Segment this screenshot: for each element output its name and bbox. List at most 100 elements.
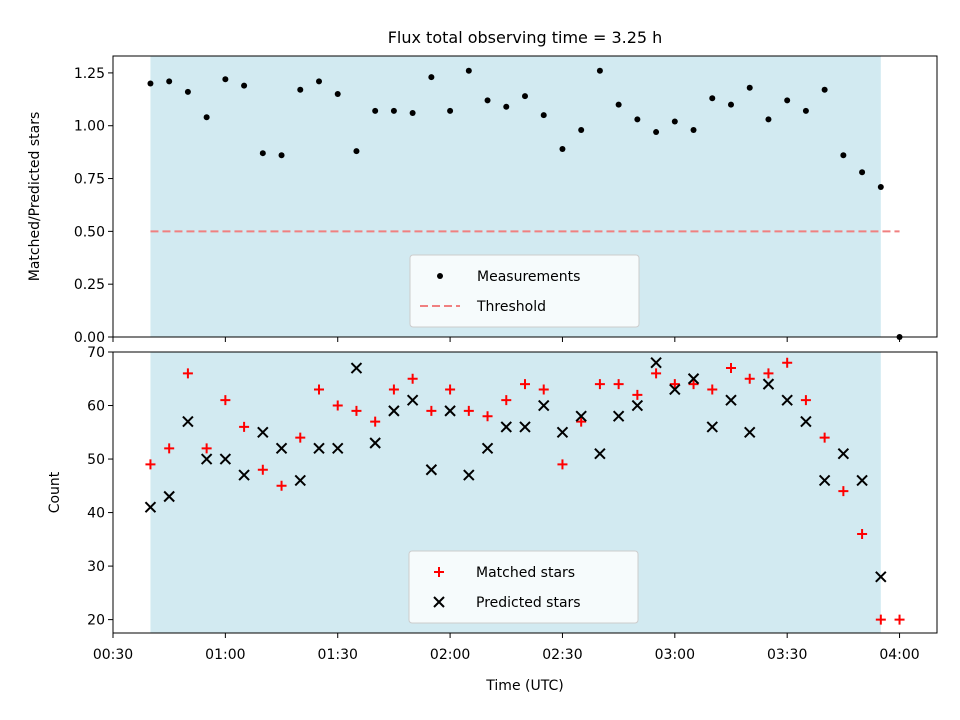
matched-star-point: [857, 528, 868, 539]
measurement-point: [297, 86, 304, 93]
matched-star-point: [744, 373, 755, 384]
bottom-panel: 20 30 40 50 60 70 00:30 01:00 01:30 02:00 02:30 03:…: [47, 345, 938, 694]
matched-star-point: [482, 411, 493, 422]
matched-star-point: [388, 384, 399, 395]
legend-marker-x: [433, 596, 445, 608]
legend-box: [409, 254, 640, 328]
measurement-point: [877, 183, 884, 190]
predicted-star-point: [706, 421, 718, 433]
predicted-star-point: [144, 501, 157, 513]
predicted-star-point: [313, 442, 325, 455]
predicted-star-point: [219, 453, 232, 465]
y-tick-label: 0.75: [74, 172, 105, 188]
measurement-point: [222, 76, 229, 83]
measurement-point: [784, 97, 791, 104]
matched-star-point: [594, 379, 605, 390]
matched-star-point: [819, 432, 830, 443]
legend-label: Predicted stars: [476, 595, 581, 611]
y-tick-label: 30: [87, 559, 105, 575]
predicted-star-point: [406, 394, 419, 406]
measurement-point: [353, 148, 360, 155]
predicted-star-point: [650, 356, 662, 369]
measurement-point: [690, 126, 697, 133]
measurement-point: [671, 118, 678, 125]
matched-star-point: [276, 480, 287, 491]
matched-star-point: [800, 395, 811, 406]
x-tick-label: 02:00: [430, 647, 470, 663]
matched-star-point: [875, 614, 886, 625]
y-tick-label: 1.25: [74, 66, 105, 82]
predicted-star-point: [669, 383, 681, 396]
matched-star-point: [314, 384, 324, 395]
matched-star-point: [894, 614, 905, 625]
matched-star-point: [838, 486, 849, 497]
measurement-point: [821, 86, 828, 93]
x-tick-label: 01:00: [205, 647, 245, 663]
measurement-point: [615, 101, 622, 108]
predicted-star-point: [182, 415, 194, 428]
measurement-point: [166, 78, 173, 85]
matched-star-point: [426, 405, 437, 416]
measurement-point: [184, 88, 191, 95]
measurement-point: [390, 107, 397, 114]
measurement-point: [840, 152, 847, 159]
predicted-star-point: [275, 442, 288, 455]
predicted-star-point: [762, 378, 775, 390]
x-tick-label: 00:30: [93, 647, 133, 663]
y-tick-label: 0.00: [74, 330, 105, 346]
measurement-point: [728, 101, 734, 108]
predicted-star-point: [725, 394, 737, 406]
measurement-point: [896, 334, 903, 340]
measurement-point: [802, 107, 809, 114]
measurement-point: [278, 152, 285, 159]
predicted-star-point: [238, 469, 250, 481]
measurement-point: [634, 116, 641, 123]
x-tick-label: 03:00: [655, 647, 695, 663]
measurement-point: [259, 150, 266, 157]
measurement-point: [465, 67, 472, 74]
predicted-star-point: [369, 437, 381, 449]
y-tick-label: 50: [87, 452, 105, 468]
matched-star-point: [501, 395, 512, 406]
matched-star-point: [557, 459, 568, 470]
top-panel: 0.00 0.25 0.50 0.75 1.00 1.25 Matched/Predicte…: [27, 55, 938, 346]
predicted-star-point: [687, 373, 700, 385]
predicted-star-point: [163, 490, 175, 503]
predicted-star-point: [519, 421, 531, 433]
measurement-point: [859, 169, 866, 176]
y-tick-label: 70: [87, 345, 105, 361]
y-tick-label: 60: [87, 399, 105, 415]
matched-star-point: [538, 384, 549, 395]
measurement-point: [409, 110, 416, 117]
measurement-point: [709, 95, 716, 102]
axes-frame: [112, 351, 938, 634]
x-tick-label: 01:30: [318, 647, 358, 663]
matched-star-point: [145, 459, 156, 470]
measurement-point: [428, 74, 435, 81]
legend: Measurements Threshold: [409, 254, 640, 328]
predicted-star-point: [781, 394, 793, 406]
measurement-point: [596, 67, 603, 74]
predicted-star-point: [594, 447, 606, 460]
x-axis-label: Time (UTC): [485, 678, 563, 694]
predicted-star-point: [556, 426, 569, 438]
matched-star-point: [632, 389, 643, 400]
matched-star-point: [332, 400, 343, 411]
matched-star-point: [351, 405, 362, 416]
measurement-point: [316, 78, 322, 85]
matched-star-point: [651, 368, 662, 379]
predicted-star-point: [875, 571, 887, 583]
y-axis-label: Matched/Predicted stars: [27, 112, 43, 282]
matched-star-point: [201, 443, 212, 454]
axes-frame: [112, 55, 938, 338]
matched-star-point: [688, 379, 699, 390]
matched-star-point: [257, 464, 268, 475]
legend-box: [408, 550, 639, 624]
predicted-star-point: [818, 474, 831, 487]
x-tick-label: 04:00: [879, 647, 919, 663]
matched-star-point: [445, 384, 456, 395]
predicted-star-point: [500, 421, 512, 433]
matched-star-point: [669, 379, 680, 390]
predicted-star-point: [800, 415, 812, 428]
matched-star-point: [370, 416, 381, 427]
